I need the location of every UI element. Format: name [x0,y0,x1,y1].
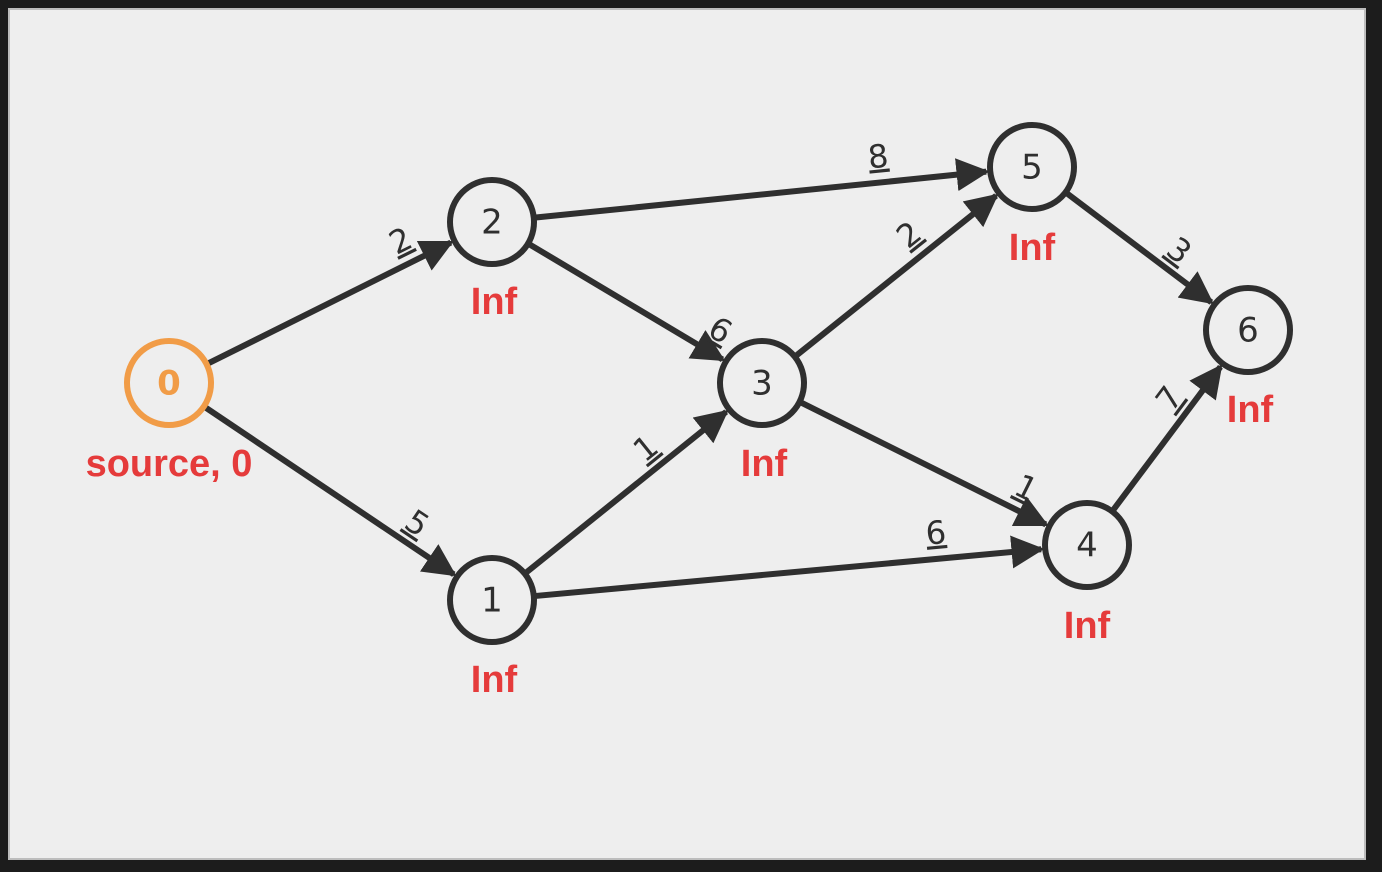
node-label-6: 6 [1237,311,1259,351]
node-6: 6 [1203,285,1293,375]
edge-weight-3-4: 1 [1009,466,1044,509]
edge-weight-0-2: 2 [383,219,418,262]
node-label-1: 1 [481,581,503,621]
distance-label-5: Inf [1009,227,1056,269]
node-4: 4 [1042,500,1132,590]
edge-0-1 [203,405,457,577]
node-2: 2 [447,177,537,267]
edge-3-4 [800,399,1049,528]
node-circle-3 [717,338,807,428]
edge-5-6 [1065,191,1214,305]
node-circle-6 [1203,285,1293,375]
edge-weight-2-3: 6 [702,309,739,352]
edge-weight-2-5: 8 [866,137,890,177]
node-circle-2 [447,177,537,267]
edge-weight-3-5: 2 [889,213,929,255]
node-5: 5 [987,122,1077,212]
node-label-3: 3 [751,364,773,404]
node-label-4: 4 [1076,526,1098,566]
graph-canvas [8,8,1366,860]
node-circle-1 [447,555,537,645]
edge-2-5 [535,158,990,221]
edge-weight-1-4: 6 [924,513,948,553]
node-circle-4 [1042,500,1132,590]
node-0: 0 [124,338,214,428]
edge-0-2 [207,239,454,367]
distance-label-0: source, 0 [86,443,253,485]
distance-label-3: Inf [741,443,788,485]
edge-2-3 [528,241,726,363]
node-circle-0 [124,338,214,428]
distance-label-6: Inf [1227,389,1274,431]
distance-label-4: Inf [1064,605,1111,647]
node-label-0: 0 [157,364,181,404]
node-circle-5 [987,122,1077,212]
edge-1-4 [535,535,1045,599]
nodes-layer: 0 1 2 3 4 5 6 [124,122,1293,645]
edges-layer [203,158,1223,599]
distance-labels-layer: source, 0 Inf Inf Inf Inf Inf Inf [86,227,1274,701]
distance-label-1: Inf [471,659,518,701]
edge-4-6 [1110,364,1223,512]
edge-1-3 [524,409,729,575]
distance-label-2: Inf [471,281,518,323]
node-3: 3 [717,338,807,428]
edge-3-5 [794,193,999,358]
node-label-2: 2 [481,203,503,243]
node-1: 1 [447,555,537,645]
node-label-5: 5 [1021,148,1043,188]
